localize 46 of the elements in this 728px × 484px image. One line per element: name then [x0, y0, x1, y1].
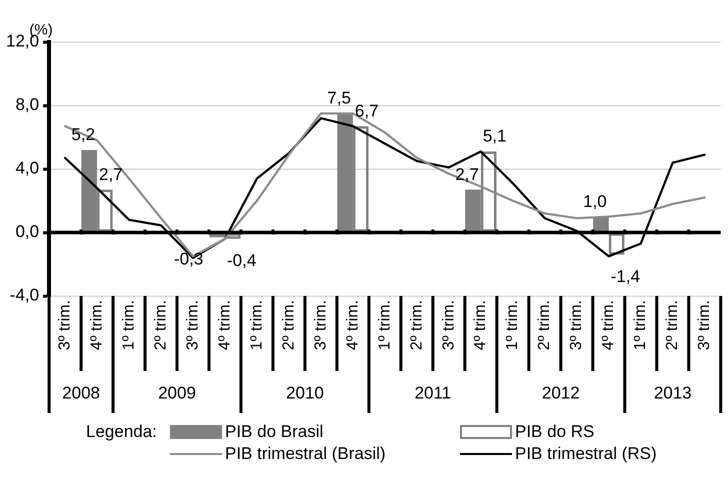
text: 2009	[158, 384, 196, 403]
data-label: 6,7	[354, 101, 379, 120]
legend-label: PIB do Brasil	[225, 422, 324, 442]
x-tick-label: 1º trim.	[376, 300, 394, 350]
text: 2010	[286, 384, 324, 403]
y-tick-label: 0,0	[15, 222, 40, 242]
text: 2013	[654, 384, 692, 403]
y-tick-label: 8,0	[15, 95, 40, 114]
x-tick-label: 3º trim.	[56, 300, 74, 350]
x-tick-label: 3º trim.	[184, 300, 202, 350]
x-tick-label: 2º trim.	[152, 300, 170, 350]
data-label: 5,1	[482, 126, 506, 146]
x-tick-label: 4º trim.	[600, 300, 618, 350]
data-label: 2,7	[455, 164, 479, 184]
data-label: 7,5	[327, 88, 351, 108]
data-label: -0,4	[226, 251, 256, 270]
x-tick-label: 2º trim.	[536, 300, 554, 350]
data-label: -0,3	[174, 249, 204, 268]
x-tick-label: 4º trim.	[344, 300, 362, 350]
y-tick-label: 4,0	[15, 158, 40, 178]
legend-label: PIB trimestral (Brasil)	[225, 444, 386, 464]
legend-title: Legenda:	[86, 422, 158, 442]
x-tick-label: 3º trim.	[568, 300, 586, 350]
x-tick-label: 4º trim.	[216, 300, 234, 350]
data-label: 1,0	[583, 192, 607, 211]
x-tick-label: 2º trim.	[280, 300, 298, 350]
data-label: 2,7	[99, 164, 123, 184]
legend-label: PIB do RS	[515, 422, 594, 442]
x-tick-label: 1º trim.	[632, 300, 650, 350]
x-tick-label: 3º trim.	[312, 300, 330, 350]
x-tick-label: 1º trim.	[120, 300, 138, 350]
data-label: 5,2	[71, 125, 96, 144]
text: 2008	[62, 384, 100, 403]
x-tick-label: 4º trim.	[472, 300, 490, 350]
x-tick-label: 1º trim.	[504, 300, 522, 350]
x-tick-label: 3º trim.	[440, 300, 458, 350]
data-label: -1,4	[610, 266, 640, 286]
y-tick-label: -4,0	[10, 286, 40, 305]
text: 2012	[542, 384, 580, 403]
x-tick-label: 2º trim.	[664, 300, 682, 350]
x-tick-label: 2º trim.	[408, 300, 426, 350]
text: 2011	[414, 384, 452, 403]
x-tick-label: 4º trim.	[88, 300, 106, 350]
x-tick-label: 1º trim.	[248, 300, 266, 350]
x-tick-label: 3º trim.	[696, 300, 714, 350]
legend-label: PIB trimestral (RS)	[515, 444, 657, 464]
